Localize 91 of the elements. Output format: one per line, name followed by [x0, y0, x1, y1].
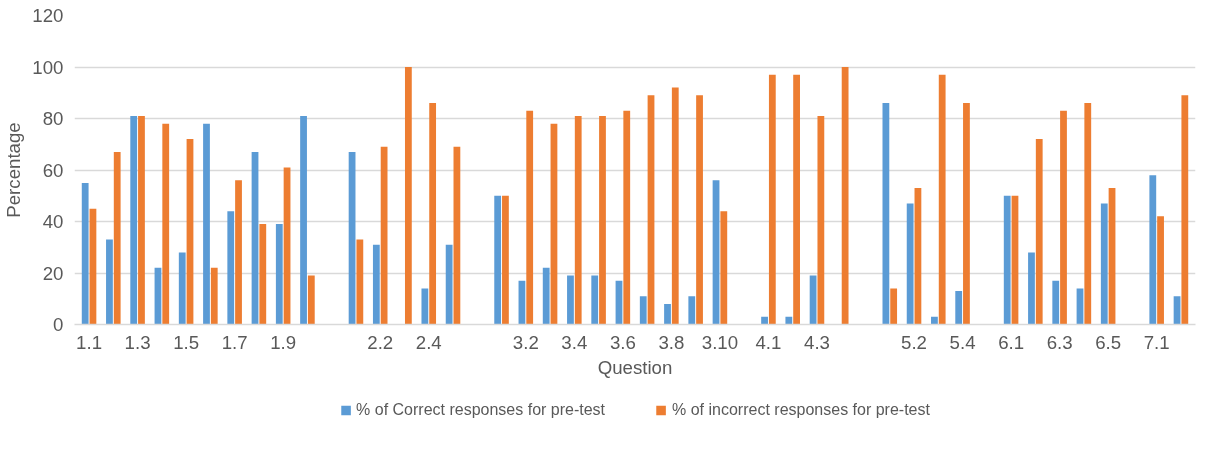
bar: [963, 103, 970, 325]
bar: [671, 87, 679, 325]
bar: [1003, 195, 1011, 325]
bar: [1157, 216, 1164, 325]
bar: [761, 316, 768, 325]
bar: [380, 146, 388, 325]
x-tick-label: 3.10: [701, 331, 739, 353]
x-tick-label: 2.2: [367, 331, 394, 353]
bar: [931, 316, 938, 325]
bar: [1149, 175, 1157, 325]
bar: [1028, 252, 1035, 325]
legend-label: % of incorrect responses for pre-test: [672, 401, 930, 419]
x-tick-label: 1.3: [124, 331, 151, 353]
bar: [203, 123, 210, 325]
x-tick-label: 3.6: [609, 331, 636, 353]
bar: [664, 303, 671, 325]
bar: [300, 115, 307, 325]
bar: [906, 203, 914, 325]
bar: [138, 115, 145, 325]
bar: [259, 224, 267, 325]
bar: [81, 182, 89, 325]
bar: [404, 67, 412, 325]
bar: [1100, 203, 1108, 325]
bar: [688, 296, 696, 325]
bar: [526, 110, 534, 325]
bar: [235, 180, 242, 325]
x-tick-label: 3.4: [561, 331, 588, 353]
bar: [817, 115, 825, 325]
bar: [574, 115, 582, 325]
x-tick-label: 6.1: [998, 331, 1025, 353]
bar: [696, 95, 703, 325]
bar: [106, 239, 113, 325]
x-tick-label: 6.3: [1046, 331, 1073, 353]
bar: [599, 115, 606, 325]
bar: [372, 244, 380, 325]
bar: [494, 195, 502, 325]
x-tick-label: 1.7: [221, 331, 248, 353]
bar: [793, 74, 800, 325]
bar: [421, 288, 429, 325]
bar: [307, 275, 315, 325]
x-tick-label: 5.4: [949, 331, 976, 353]
bar: [841, 67, 849, 325]
x-tick-label: 3.2: [512, 331, 539, 353]
y-tick-label: 40: [42, 211, 64, 232]
bar: [130, 115, 138, 325]
bar: [1052, 280, 1060, 325]
x-tick-label: 3.8: [658, 331, 685, 353]
x-tick-label: 4.1: [755, 331, 782, 353]
y-tick-label: 120: [32, 5, 64, 26]
bar: [429, 103, 437, 325]
bar: [1060, 110, 1067, 325]
x-tick-label: 1.5: [173, 331, 200, 353]
bar: [162, 123, 170, 325]
bar: [445, 244, 453, 325]
x-tick-label: 7.1: [1143, 331, 1170, 353]
bar: [938, 74, 946, 325]
bar: [639, 296, 647, 325]
legend-label: % of Correct responses for pre-test: [356, 401, 606, 419]
x-tick-label: 1.9: [270, 331, 297, 353]
y-axis-title: Percentage: [3, 122, 25, 218]
x-tick-label: 5.2: [901, 331, 928, 353]
y-tick-label: 100: [32, 56, 64, 78]
x-tick-label: 1.1: [76, 331, 103, 353]
bar: [720, 211, 728, 325]
bar: [178, 252, 186, 325]
bar: [785, 316, 793, 325]
bar: [1035, 139, 1043, 325]
y-tick-label: 20: [42, 262, 64, 284]
x-tick-label: 4.3: [804, 331, 830, 353]
bar: [955, 291, 963, 325]
bar: [623, 110, 631, 325]
bar: [890, 288, 898, 325]
bar: [502, 195, 509, 325]
bar: [768, 74, 776, 325]
bar: [542, 267, 550, 325]
y-tick-label: 80: [42, 108, 64, 129]
bar: [567, 275, 574, 325]
bar: [1084, 103, 1092, 325]
bar: [227, 211, 235, 325]
bar: [1181, 95, 1189, 325]
bar: [356, 239, 364, 325]
x-tick-label: 6.5: [1095, 331, 1122, 353]
bar: [882, 103, 890, 325]
x-axis-title: Question: [597, 356, 673, 378]
y-tick-label: 60: [42, 159, 64, 181]
bar: [591, 275, 599, 325]
bar: [210, 267, 218, 325]
x-tick-label: 2.4: [415, 331, 442, 353]
bar: [113, 151, 121, 325]
y-tick-label: 0: [53, 314, 64, 335]
bar: [275, 224, 283, 325]
